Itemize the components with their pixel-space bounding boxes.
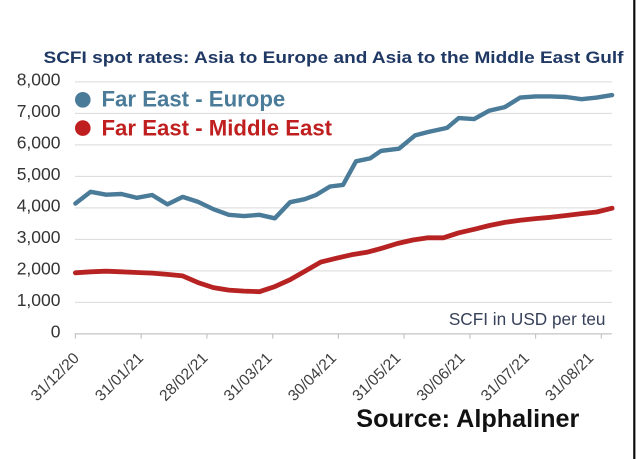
svg-text:Source: Alphaliner: Source: Alphaliner [356, 405, 579, 433]
svg-text:SCFI spot rates: Asia to Europ: SCFI spot rates: Asia to Europe and Asia… [44, 48, 624, 67]
svg-text:1,000: 1,000 [17, 290, 61, 310]
svg-text:7,000: 7,000 [17, 101, 61, 121]
svg-text:0: 0 [51, 322, 61, 342]
svg-text:6,000: 6,000 [17, 133, 61, 153]
svg-text:3,000: 3,000 [17, 227, 61, 247]
svg-text:4,000: 4,000 [17, 196, 61, 216]
svg-text:SCFI in USD per teu: SCFI in USD per teu [449, 309, 606, 329]
svg-text:Far East - Middle East: Far East - Middle East [102, 116, 333, 141]
svg-text:8,000: 8,000 [17, 70, 61, 90]
svg-text:2,000: 2,000 [17, 259, 61, 279]
svg-text:5,000: 5,000 [17, 164, 61, 184]
svg-text:Far East - Europe: Far East - Europe [102, 87, 286, 112]
